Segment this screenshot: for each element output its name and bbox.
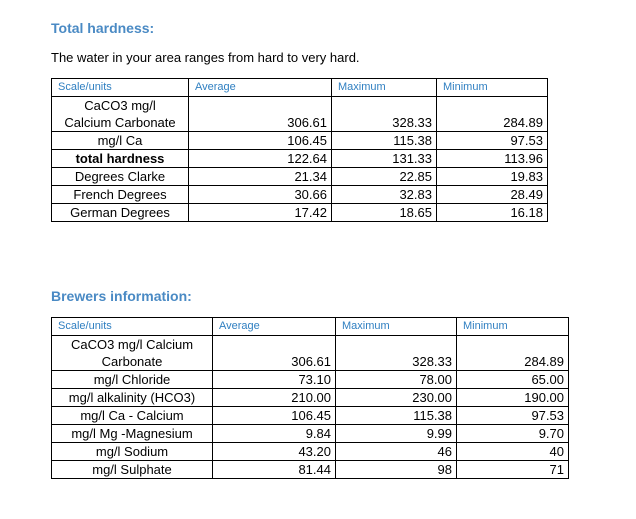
cell-avg: 21.34 <box>188 167 332 186</box>
brewers-table: Scale/units Average Maximum Minimum CaCO3 mg… <box>51 317 569 479</box>
cell-avg: 106.45 <box>212 406 336 425</box>
cell-min: 97.53 <box>456 406 569 425</box>
cell-max: 328.33 <box>335 335 457 371</box>
cell-min: 284.89 <box>436 96 548 132</box>
cell-min: 16.18 <box>436 203 548 222</box>
row-label: mg/l Sulphate <box>51 460 213 479</box>
total-hardness-column-header: Average <box>188 78 332 97</box>
table-row: mg/l Sodium 43.20 46 40 <box>51 442 569 461</box>
row-label: CaCO3 mg/l Calcium Carbonate <box>51 335 213 371</box>
cell-avg: 122.64 <box>188 149 332 168</box>
total-hardness-header-row: Scale/units Average Maximum Minimum <box>51 78 548 97</box>
brewers-column-header: Average <box>212 317 336 336</box>
cell-max: 18.65 <box>331 203 437 222</box>
cell-min: 19.83 <box>436 167 548 186</box>
row-label: mg/l alkalinity (HCO3) <box>51 388 213 407</box>
cell-max: 115.38 <box>331 131 437 150</box>
table-row: mg/l Chloride 73.10 78.00 65.00 <box>51 370 569 389</box>
row-label: German Degrees <box>51 203 189 222</box>
brewers-column-header: Scale/units <box>51 317 213 336</box>
table-row: total hardness 122.64 131.33 113.96 <box>51 149 548 168</box>
brewers-column-header: Minimum <box>456 317 569 336</box>
cell-avg: 210.00 <box>212 388 336 407</box>
cell-max: 115.38 <box>335 406 457 425</box>
cell-avg: 306.61 <box>212 335 336 371</box>
row-label: CaCO3 mg/l Calcium Carbonate <box>51 96 189 132</box>
cell-avg: 30.66 <box>188 185 332 204</box>
cell-min: 284.89 <box>456 335 569 371</box>
cell-min: 9.70 <box>456 424 569 443</box>
table-row: German Degrees 17.42 18.65 16.18 <box>51 203 548 222</box>
cell-max: 32.83 <box>331 185 437 204</box>
cell-avg: 106.45 <box>188 131 332 150</box>
cell-max: 9.99 <box>335 424 457 443</box>
cell-min: 113.96 <box>436 149 548 168</box>
cell-max: 46 <box>335 442 457 461</box>
table-row: Degrees Clarke 21.34 22.85 19.83 <box>51 167 548 186</box>
table-row: CaCO3 mg/l Calcium Carbonate 306.61 328.33… <box>51 96 548 132</box>
row-label: French Degrees <box>51 185 189 204</box>
total-hardness-table: Scale/units Average Maximum Minimum CaCO3 mg… <box>51 78 548 222</box>
table-row: mg/l Sulphate 81.44 98 71 <box>51 460 569 479</box>
table-row: mg/l alkalinity (HCO3) 210.00 230.00 190.00 <box>51 388 569 407</box>
cell-avg: 9.84 <box>212 424 336 443</box>
row-label: mg/l Sodium <box>51 442 213 461</box>
row-label: mg/l Mg -Magnesium <box>51 424 213 443</box>
row-label: mg/l Chloride <box>51 370 213 389</box>
cell-min: 28.49 <box>436 185 548 204</box>
cell-avg: 73.10 <box>212 370 336 389</box>
table-row: French Degrees 30.66 32.83 28.49 <box>51 185 548 204</box>
cell-min: 40 <box>456 442 569 461</box>
cell-avg: 17.42 <box>188 203 332 222</box>
table-row: mg/l Ca 106.45 115.38 97.53 <box>51 131 548 150</box>
total-hardness-column-header: Scale/units <box>51 78 189 97</box>
cell-max: 328.33 <box>331 96 437 132</box>
cell-max: 98 <box>335 460 457 479</box>
cell-min: 65.00 <box>456 370 569 389</box>
row-label: Degrees Clarke <box>51 167 189 186</box>
total-hardness-column-header: Maximum <box>331 78 437 97</box>
row-label: mg/l Ca <box>51 131 189 150</box>
cell-max: 78.00 <box>335 370 457 389</box>
total-hardness-column-header: Minimum <box>436 78 548 97</box>
table-row: mg/l Ca - Calcium 106.45 115.38 97.53 <box>51 406 569 425</box>
cell-avg: 306.61 <box>188 96 332 132</box>
table-row: CaCO3 mg/l Calcium Carbonate 306.61 328.33… <box>51 335 569 371</box>
cell-max: 22.85 <box>331 167 437 186</box>
brewers-header-row: Scale/units Average Maximum Minimum <box>51 317 569 336</box>
total-hardness-title: Total hardness: <box>51 20 155 36</box>
cell-min: 97.53 <box>436 131 548 150</box>
row-label: total hardness <box>51 149 189 168</box>
total-hardness-intro: The water in your area ranges from hard … <box>51 50 360 65</box>
cell-avg: 43.20 <box>212 442 336 461</box>
cell-max: 230.00 <box>335 388 457 407</box>
cell-min: 71 <box>456 460 569 479</box>
cell-max: 131.33 <box>331 149 437 168</box>
brewers-title: Brewers information: <box>51 288 192 304</box>
cell-min: 190.00 <box>456 388 569 407</box>
cell-avg: 81.44 <box>212 460 336 479</box>
table-row: mg/l Mg -Magnesium 9.84 9.99 9.70 <box>51 424 569 443</box>
row-label: mg/l Ca - Calcium <box>51 406 213 425</box>
brewers-column-header: Maximum <box>335 317 457 336</box>
